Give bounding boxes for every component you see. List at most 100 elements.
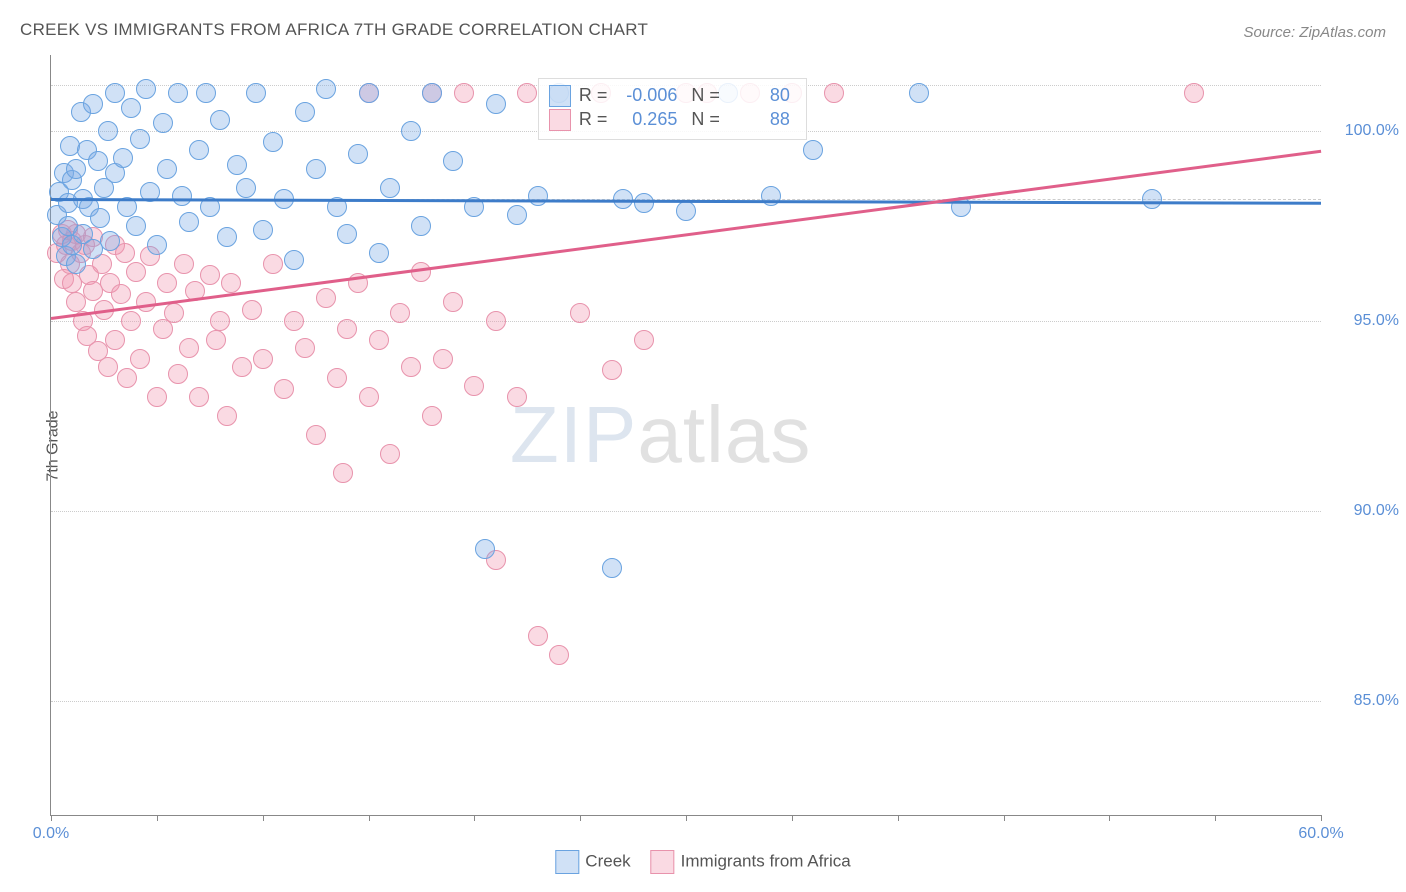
- x-tick-mark: [1109, 815, 1110, 821]
- y-tick-label: 90.0%: [1354, 502, 1399, 520]
- scatter-point-africa: [337, 319, 357, 339]
- scatter-point-creek: [153, 113, 173, 133]
- legend-r-label: R =: [579, 85, 608, 106]
- scatter-point-africa: [232, 357, 252, 377]
- scatter-point-africa: [117, 368, 137, 388]
- scatter-point-africa: [327, 368, 347, 388]
- scatter-point-creek: [486, 94, 506, 114]
- scatter-point-africa: [111, 284, 131, 304]
- scatter-point-creek: [98, 121, 118, 141]
- scatter-point-africa: [242, 300, 262, 320]
- scatter-point-creek: [66, 254, 86, 274]
- scatter-point-africa: [359, 387, 379, 407]
- scatter-point-africa: [507, 387, 527, 407]
- scatter-point-africa: [464, 376, 484, 396]
- scatter-point-creek: [246, 83, 266, 103]
- plot-area: ZIPatlas 85.0%90.0%95.0%100.0%0.0%60.0%R…: [50, 55, 1321, 816]
- scatter-point-africa: [390, 303, 410, 323]
- legend-bottom-item: Creek: [555, 850, 630, 874]
- x-tick-mark: [1004, 815, 1005, 821]
- scatter-point-creek: [348, 144, 368, 164]
- scatter-point-creek: [157, 159, 177, 179]
- scatter-point-africa: [528, 626, 548, 646]
- scatter-point-creek: [236, 178, 256, 198]
- scatter-point-africa: [147, 387, 167, 407]
- x-tick-mark: [51, 815, 52, 821]
- scatter-point-africa: [189, 387, 209, 407]
- scatter-point-creek: [90, 208, 110, 228]
- watermark: ZIPatlas: [510, 389, 811, 481]
- legend-top-row: R = 0.265 N = 88: [549, 109, 796, 131]
- scatter-point-africa: [549, 645, 569, 665]
- scatter-point-africa: [217, 406, 237, 426]
- scatter-point-africa: [602, 360, 622, 380]
- scatter-point-africa: [105, 330, 125, 350]
- x-tick-mark: [369, 815, 370, 821]
- scatter-point-creek: [168, 83, 188, 103]
- scatter-point-africa: [121, 311, 141, 331]
- scatter-point-africa: [316, 288, 336, 308]
- watermark-zip: ZIP: [510, 390, 637, 479]
- scatter-point-africa: [454, 83, 474, 103]
- x-tick-mark: [263, 815, 264, 821]
- scatter-point-africa: [126, 262, 146, 282]
- scatter-point-creek: [803, 140, 823, 160]
- scatter-point-africa: [824, 83, 844, 103]
- scatter-point-creek: [422, 83, 442, 103]
- scatter-point-creek: [121, 98, 141, 118]
- scatter-point-creek: [66, 159, 86, 179]
- scatter-point-africa: [306, 425, 326, 445]
- legend-r-label: R =: [579, 109, 608, 130]
- x-tick-mark: [686, 815, 687, 821]
- scatter-point-creek: [130, 129, 150, 149]
- scatter-point-africa: [168, 364, 188, 384]
- legend-n-value: 88: [728, 109, 796, 130]
- scatter-point-creek: [676, 201, 696, 221]
- scatter-point-africa: [443, 292, 463, 312]
- scatter-point-creek: [337, 224, 357, 244]
- x-tick-mark: [1321, 815, 1322, 821]
- legend-top-row: R =-0.006N =80: [549, 85, 796, 107]
- scatter-point-creek: [217, 227, 237, 247]
- scatter-point-creek: [528, 186, 548, 206]
- x-tick-mark: [898, 815, 899, 821]
- scatter-point-africa: [486, 311, 506, 331]
- scatter-point-creek: [126, 216, 146, 236]
- x-tick-mark: [580, 815, 581, 821]
- scatter-point-africa: [284, 311, 304, 331]
- legend-bottom-item: Immigrants from Africa: [651, 850, 851, 874]
- scatter-point-africa: [157, 273, 177, 293]
- chart-container: CREEK VS IMMIGRANTS FROM AFRICA 7TH GRAD…: [0, 0, 1406, 892]
- x-tick-mark: [792, 815, 793, 821]
- scatter-point-africa: [369, 330, 389, 350]
- x-tick-mark: [1215, 815, 1216, 821]
- scatter-point-creek: [295, 102, 315, 122]
- scatter-point-africa: [263, 254, 283, 274]
- scatter-point-africa: [98, 357, 118, 377]
- scatter-point-creek: [602, 558, 622, 578]
- scatter-point-africa: [274, 379, 294, 399]
- legend-n-label: N =: [691, 109, 720, 130]
- scatter-point-creek: [100, 231, 120, 251]
- scatter-point-creek: [284, 250, 304, 270]
- scatter-point-creek: [411, 216, 431, 236]
- legend-n-value: 80: [728, 85, 796, 106]
- legend-bottom-label: Creek: [585, 851, 630, 870]
- scatter-point-creek: [172, 186, 192, 206]
- scatter-point-creek: [136, 79, 156, 99]
- scatter-point-creek: [443, 151, 463, 171]
- scatter-point-creek: [359, 83, 379, 103]
- scatter-point-creek: [105, 83, 125, 103]
- scatter-point-creek: [113, 148, 133, 168]
- x-tick-mark: [474, 815, 475, 821]
- scatter-point-africa: [517, 83, 537, 103]
- scatter-point-africa: [130, 349, 150, 369]
- legend-r-value: 0.265: [615, 109, 683, 130]
- scatter-point-africa: [164, 303, 184, 323]
- scatter-point-africa: [380, 444, 400, 464]
- scatter-point-creek: [909, 83, 929, 103]
- scatter-point-africa: [401, 357, 421, 377]
- gridline: [51, 511, 1321, 512]
- scatter-point-creek: [179, 212, 199, 232]
- legend-r-value: -0.006: [615, 85, 683, 106]
